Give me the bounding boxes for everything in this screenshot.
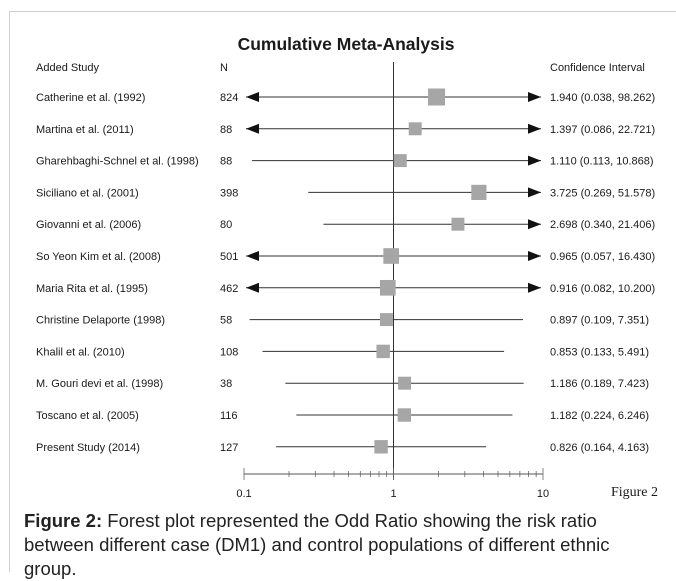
n-column-header: N: [220, 62, 228, 74]
x-tick-label: 10: [537, 488, 549, 500]
study-ci-label: 1.182 (0.224, 6.246): [550, 410, 649, 422]
x-tick-label: 1: [390, 488, 396, 500]
figure-card: [9, 11, 676, 572]
study-row: Khalil et al. (2010) 108 0.853 (0.133, 5.4…: [36, 344, 649, 359]
study-n: 88: [220, 156, 232, 168]
study-n: 116: [220, 410, 238, 422]
odds-ratio-marker: [398, 376, 412, 390]
caption-text: Forest plot represented the Odd Ratio sh…: [24, 510, 610, 579]
study-row: Toscano et al. (2005) 116 1.182 (0.224, 6.…: [36, 408, 649, 422]
study-row: Gharehbaghi-Schnel et al. (1998) 88 1.110 …: [36, 154, 654, 168]
study-n: 58: [220, 315, 232, 327]
study-n: 38: [220, 378, 232, 390]
ci-arrow-left: [246, 251, 259, 261]
study-n: 398: [220, 187, 238, 199]
study-n: 80: [220, 219, 232, 231]
study-ci-label: 1.397 (0.086, 22.721): [550, 124, 655, 136]
study-ci-label: 3.725 (0.269, 51.578): [550, 187, 655, 199]
ci-arrow-right: [528, 187, 541, 198]
study-name: Christine Delaporte (1998): [36, 315, 165, 327]
chart-title: Cumulative Meta-Analysis: [238, 34, 455, 54]
ci-column-header: Confidence Interval: [550, 62, 645, 74]
ci-arrow-left: [246, 92, 259, 102]
study-name: So Yeon Kim et al. (2008): [36, 251, 161, 263]
study-row: Martina et al. (2011) 88 1.397 (0.086, 22.…: [36, 122, 655, 136]
study-ci-label: 0.853 (0.133, 5.491): [550, 346, 649, 358]
study-ci-label: 0.916 (0.082, 10.200): [550, 283, 655, 295]
odds-ratio-marker: [408, 122, 422, 136]
ci-arrow-left: [246, 123, 259, 134]
study-name: Siciliano et al. (2001): [36, 187, 139, 199]
study-name: Khalil et al. (2010): [36, 346, 125, 358]
odds-ratio-marker: [383, 248, 400, 264]
study-n: 824: [220, 92, 238, 104]
study-n: 501: [220, 251, 238, 263]
odds-ratio-marker: [397, 408, 412, 422]
study-row: Present Study (2014) 127 0.826 (0.164, 4.1…: [36, 440, 649, 454]
odds-ratio-marker: [393, 154, 407, 168]
study-name: Gharehbaghi-Schnel et al. (1998): [36, 156, 199, 168]
odds-ratio-marker: [376, 344, 390, 359]
study-row: Giovanni et al. (2006) 80 2.698 (0.340, 21…: [36, 217, 655, 231]
study-name: M. Gouri devi et al. (1998): [36, 378, 163, 390]
study-name: Toscano et al. (2005): [36, 410, 139, 422]
study-n: 127: [220, 442, 238, 454]
study-ci-label: 0.826 (0.164, 4.163): [550, 442, 649, 454]
study-name: Giovanni et al. (2006): [36, 219, 141, 231]
study-row: So Yeon Kim et al. (2008) 501 0.965 (0.057…: [36, 248, 655, 264]
caption-label: Figure 2:: [24, 510, 103, 531]
study-name: Catherine et al. (1992): [36, 92, 145, 104]
study-row: Maria Rita et al. (1995) 462 0.916 (0.082,…: [36, 279, 655, 296]
odds-ratio-marker: [379, 279, 396, 296]
study-n: 108: [220, 346, 238, 358]
ci-arrow-right: [528, 219, 541, 230]
study-name: Present Study (2014): [36, 442, 140, 454]
odds-ratio-marker: [379, 313, 393, 327]
study-name: Martina et al. (2011): [36, 124, 134, 136]
study-row: Catherine et al. (1992) 824 1.940 (0.038, …: [36, 88, 655, 106]
study-ci-label: 2.698 (0.340, 21.406): [550, 219, 655, 231]
study-column-header: Added Study: [36, 62, 99, 74]
ci-arrow-right: [528, 251, 541, 261]
odds-ratio-marker: [471, 184, 487, 200]
study-n: 88: [220, 124, 232, 136]
figure-label: Figure 2: [611, 485, 658, 500]
forest-plot: Cumulative Meta-Analysis Added Study N C…: [36, 34, 658, 500]
study-ci-label: 0.965 (0.057, 16.430): [550, 251, 655, 263]
ci-arrow-right: [528, 155, 541, 166]
study-n: 462: [220, 283, 238, 295]
study-ci-label: 0.897 (0.109, 7.351): [550, 315, 649, 327]
ci-arrow-right: [528, 123, 541, 134]
odds-ratio-marker: [374, 440, 388, 454]
x-tick-label: 0.1: [236, 488, 251, 500]
study-ci-label: 1.186 (0.189, 7.423): [550, 378, 649, 390]
ci-arrow-left: [246, 282, 259, 293]
ci-arrow-right: [528, 282, 541, 293]
study-row: Siciliano et al. (2001) 398 3.725 (0.269, …: [36, 184, 655, 200]
figure-caption: Figure 2: Forest plot represented the Od…: [24, 509, 664, 581]
odds-ratio-marker: [428, 88, 446, 106]
ci-arrow-right: [528, 92, 541, 102]
study-row: M. Gouri devi et al. (1998) 38 1.186 (0.18…: [36, 376, 649, 390]
study-ci-label: 1.110 (0.113, 10.868): [550, 156, 654, 168]
study-row: Christine Delaporte (1998) 58 0.897 (0.109…: [36, 313, 649, 327]
odds-ratio-marker: [451, 217, 465, 231]
study-ci-label: 1.940 (0.038, 98.262): [550, 92, 655, 104]
study-name: Maria Rita et al. (1995): [36, 283, 148, 295]
